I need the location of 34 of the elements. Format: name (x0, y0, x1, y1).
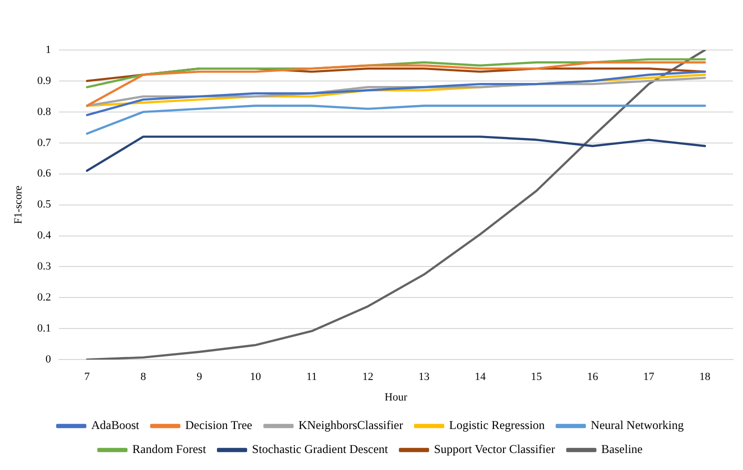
x-tick-label: 15 (530, 371, 542, 384)
y-axis-title: F1-score (12, 185, 24, 224)
y-tick-label: 0.5 (37, 198, 52, 211)
legend-label: Random Forest (132, 442, 207, 456)
legend-label: AdaBoost (91, 418, 140, 432)
legend-label: Neural Networking (590, 418, 684, 432)
x-tick-label: 14 (474, 371, 486, 384)
y-tick-label: 0.8 (37, 106, 52, 118)
y-tick-label: 0 (45, 353, 52, 366)
y-tick-label: 0.9 (37, 74, 52, 87)
x-tick-label: 18 (699, 371, 711, 384)
legend-label: Decision Tree (185, 418, 252, 432)
x-tick-label: 8 (140, 371, 146, 384)
x-tick-label: 9 (196, 371, 203, 384)
x-tick-label: 12 (362, 371, 374, 384)
y-tick-label: 0.2 (37, 292, 51, 304)
x-tick-label: 11 (306, 371, 318, 384)
y-tick-label: 0.4 (37, 230, 52, 242)
legend-label: Stochastic Gradient Descent (252, 442, 389, 456)
x-tick-label: 16 (587, 371, 599, 384)
y-tick-label: 0.7 (37, 136, 52, 149)
legend-label: KNeighborsClassifier (298, 418, 404, 432)
x-axis-title: Hour (384, 391, 408, 404)
y-tick-label: 0.6 (37, 168, 52, 180)
y-tick-label: 1 (45, 44, 51, 56)
y-tick-label: 0.3 (37, 260, 52, 273)
x-tick-label: 10 (250, 371, 262, 384)
x-tick-label: 17 (643, 371, 655, 384)
legend-label: Baseline (601, 442, 643, 456)
y-tick-label: 0.1 (37, 322, 51, 335)
legend-label: Support Vector Classifier (434, 442, 556, 456)
x-tick-label: 13 (418, 371, 430, 384)
x-tick-label: 7 (84, 371, 90, 384)
legend-label: Logistic Regression (449, 418, 545, 432)
